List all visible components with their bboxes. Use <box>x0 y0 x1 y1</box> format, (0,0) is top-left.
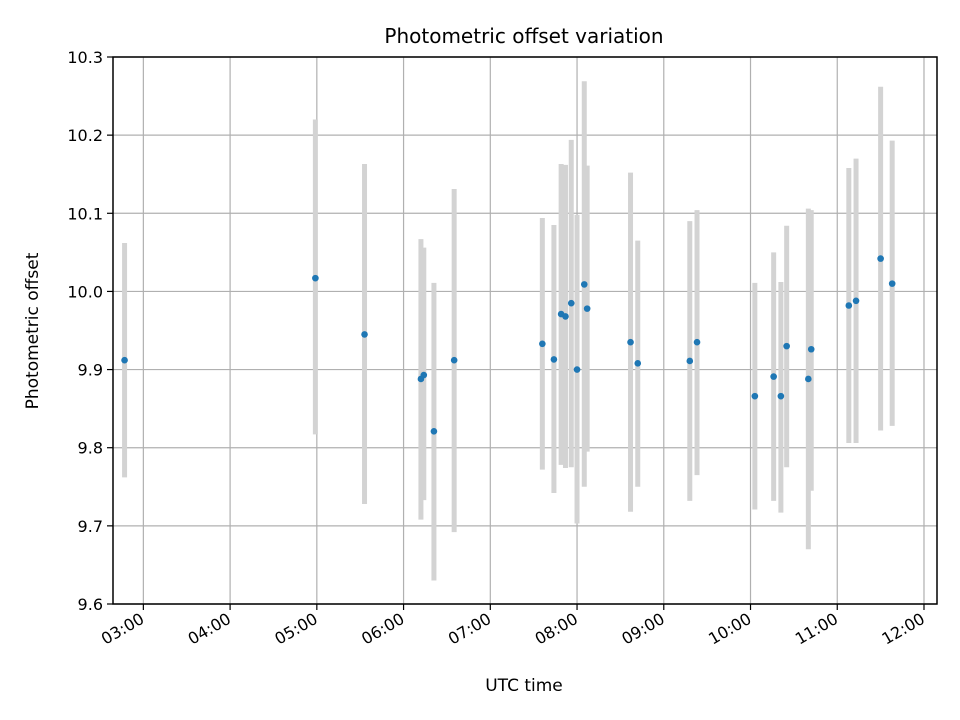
y-tick-label: 9.8 <box>78 439 103 458</box>
data-point <box>420 371 428 379</box>
data-point <box>583 305 591 312</box>
data-point <box>312 274 319 282</box>
data-point <box>852 297 860 305</box>
data-point <box>693 338 701 346</box>
data-point <box>562 313 569 320</box>
data-point <box>634 360 642 367</box>
y-tick-label: 10.2 <box>67 126 103 145</box>
data-point <box>361 331 368 338</box>
data-point <box>430 428 438 435</box>
data-points <box>121 255 896 435</box>
plot-frame <box>112 56 938 605</box>
data-point <box>627 338 634 346</box>
data-point <box>888 280 896 287</box>
y-tick-label: 10.0 <box>67 282 103 301</box>
data-point <box>805 375 812 383</box>
data-point <box>550 356 558 363</box>
data-point <box>686 357 694 365</box>
data-point <box>777 392 785 400</box>
y-axis-label: Photometric offset <box>23 252 43 409</box>
y-tick-label: 9.7 <box>78 517 103 536</box>
data-point <box>567 299 575 307</box>
y-tick-label: 10.3 <box>67 48 103 67</box>
data-point <box>770 373 777 380</box>
data-point <box>845 302 853 309</box>
data-point <box>121 356 128 364</box>
data-point <box>580 281 588 288</box>
data-point <box>751 392 759 400</box>
y-tick-label: 9.6 <box>78 595 103 614</box>
data-point <box>539 340 546 348</box>
x-axis-label: UTC time <box>485 676 563 696</box>
data-point <box>807 345 815 353</box>
data-point <box>450 356 458 364</box>
data-point <box>877 255 884 262</box>
y-tick-label: 9.9 <box>78 361 103 380</box>
y-tick-label: 10.1 <box>67 204 103 223</box>
data-point <box>573 366 581 373</box>
chart-title: Photometric offset variation <box>384 24 663 48</box>
data-point <box>783 342 790 350</box>
